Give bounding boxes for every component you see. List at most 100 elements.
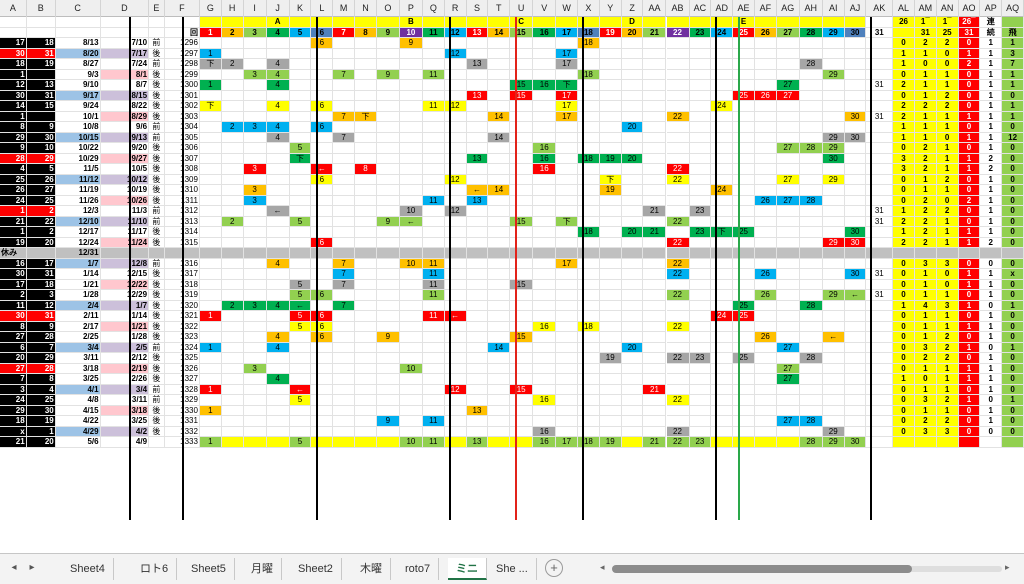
grid-cell[interactable]: [444, 342, 467, 353]
grid-cell[interactable]: [444, 153, 467, 164]
grid-cell[interactable]: 1: [958, 111, 981, 122]
grid-cell[interactable]: 1: [980, 48, 1003, 59]
grid-cell[interactable]: [444, 69, 467, 80]
grid-cell[interactable]: [599, 101, 622, 112]
grid-cell[interactable]: 30: [26, 405, 56, 416]
grid-cell[interactable]: 0: [1002, 405, 1024, 416]
grid-cell[interactable]: [578, 80, 600, 91]
grid-cell[interactable]: 12/15: [100, 269, 150, 280]
grid-cell[interactable]: 13: [466, 59, 489, 70]
grid-cell[interactable]: 後: [149, 48, 165, 59]
grid-cell[interactable]: [556, 143, 579, 154]
grid-cell[interactable]: [399, 332, 423, 343]
grid-cell[interactable]: 7: [333, 132, 356, 143]
grid-cell[interactable]: 1: [199, 405, 222, 416]
grid-cell[interactable]: 2: [980, 237, 1003, 248]
grid-cell[interactable]: 後: [149, 426, 165, 437]
grid-cell[interactable]: 1: [936, 405, 959, 416]
grid-cell[interactable]: ←: [311, 164, 334, 175]
grid-cell[interactable]: [776, 437, 800, 448]
grid-cell[interactable]: [711, 206, 734, 217]
grid-cell[interactable]: [621, 332, 644, 343]
grid-cell[interactable]: 7: [0, 374, 27, 385]
grid-cell[interactable]: [689, 248, 712, 259]
grid-cell[interactable]: 4/15: [55, 405, 101, 416]
grid-cell[interactable]: [266, 416, 290, 427]
grid-cell[interactable]: 4: [266, 332, 290, 343]
grid-cell[interactable]: [399, 269, 423, 280]
grid-cell[interactable]: [355, 216, 377, 227]
grid-cell[interactable]: [221, 279, 244, 290]
grid-cell[interactable]: [399, 132, 423, 143]
grid-cell[interactable]: [556, 332, 579, 343]
grid-cell[interactable]: [399, 153, 423, 164]
grid-cell[interactable]: 9: [376, 69, 400, 80]
grid-cell[interactable]: ←: [822, 332, 845, 343]
grid-cell[interactable]: [355, 248, 377, 259]
grid-cell[interactable]: [510, 290, 534, 301]
grid-cell[interactable]: [799, 248, 823, 259]
grid-cell[interactable]: [599, 395, 622, 406]
grid-cell[interactable]: [533, 258, 557, 269]
grid-cell[interactable]: [399, 48, 423, 59]
grid-cell[interactable]: 27: [776, 363, 800, 374]
grid-cell[interactable]: [289, 164, 312, 175]
grid-cell[interactable]: [799, 332, 823, 343]
grid-cell[interactable]: [399, 174, 423, 185]
grid-cell[interactable]: [621, 395, 644, 406]
grid-cell[interactable]: 29: [822, 290, 845, 301]
grid-cell[interactable]: 21: [643, 206, 667, 217]
grid-cell[interactable]: 1: [958, 237, 981, 248]
grid-cell[interactable]: [844, 311, 867, 322]
grid-cell[interactable]: [510, 48, 534, 59]
grid-cell[interactable]: [578, 384, 600, 395]
grid-cell[interactable]: [689, 153, 712, 164]
grid-cell[interactable]: [444, 132, 467, 143]
grid-cell[interactable]: [510, 153, 534, 164]
grid-cell[interactable]: 23: [689, 353, 712, 364]
grid-cell[interactable]: 0: [893, 321, 915, 332]
grid-cell[interactable]: [533, 122, 557, 133]
grid-cell[interactable]: 18: [578, 153, 600, 164]
grid-cell[interactable]: 2: [936, 395, 959, 406]
grid-cell[interactable]: 1: [199, 384, 222, 395]
grid-cell[interactable]: [444, 258, 467, 269]
grid-cell[interactable]: 5/6: [55, 437, 101, 448]
grid-cell[interactable]: [376, 132, 400, 143]
grid-cell[interactable]: [311, 405, 334, 416]
grid-cell[interactable]: 2/5: [100, 342, 150, 353]
grid-cell[interactable]: [510, 69, 534, 80]
grid-cell[interactable]: [754, 258, 777, 269]
grid-cell[interactable]: [711, 384, 734, 395]
grid-cell[interactable]: [488, 227, 511, 238]
grid-cell[interactable]: 1: [914, 384, 937, 395]
grid-cell[interactable]: 2/26: [100, 374, 150, 385]
grid-cell[interactable]: [243, 353, 267, 364]
grid-cell[interactable]: 28: [0, 153, 27, 164]
grid-cell[interactable]: [422, 395, 445, 406]
grid-cell[interactable]: [776, 101, 800, 112]
grid-cell[interactable]: [799, 258, 823, 269]
grid-cell[interactable]: [578, 300, 600, 311]
grid-cell[interactable]: 後: [149, 321, 165, 332]
sheet-tab[interactable]: 月曜: [243, 558, 282, 580]
grid-cell[interactable]: 22: [666, 111, 690, 122]
grid-cell[interactable]: [444, 59, 467, 70]
grid-cell[interactable]: [488, 69, 511, 80]
grid-cell[interactable]: [643, 90, 667, 101]
grid-cell[interactable]: [799, 90, 823, 101]
grid-cell[interactable]: [376, 80, 400, 91]
grid-cell[interactable]: [266, 269, 290, 280]
grid-cell[interactable]: [444, 269, 467, 280]
grid-cell[interactable]: [533, 342, 557, 353]
column-header[interactable]: AN: [937, 0, 959, 17]
grid-cell[interactable]: 15: [510, 384, 534, 395]
grid-cell[interactable]: [556, 395, 579, 406]
header-cell[interactable]: E: [733, 17, 755, 28]
grid-cell[interactable]: [199, 248, 222, 259]
grid-cell[interactable]: [689, 122, 712, 133]
grid-cell[interactable]: [355, 353, 377, 364]
grid-cell[interactable]: [578, 353, 600, 364]
grid-cell[interactable]: [510, 227, 534, 238]
grid-cell[interactable]: [799, 227, 823, 238]
